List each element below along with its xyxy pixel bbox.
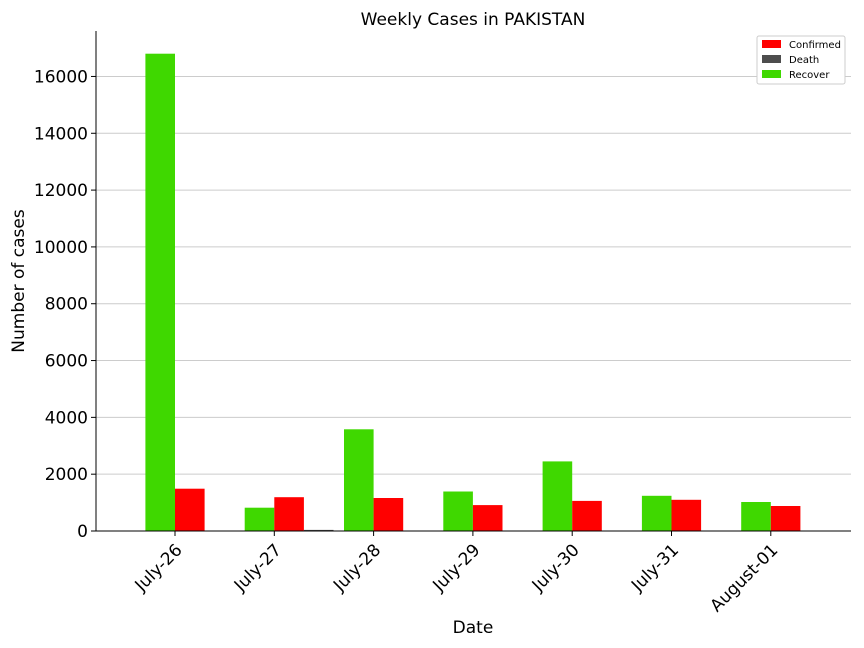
x-tick-label: July-27: [230, 540, 286, 596]
x-tick-label: July-30: [528, 540, 584, 596]
x-axis-label: Date: [453, 618, 494, 638]
bar-recover: [244, 507, 275, 531]
legend: Confirmed Death Recover: [756, 35, 846, 85]
bars: [145, 53, 801, 532]
y-tick-label: 12000: [34, 181, 88, 201]
bar-death: [303, 529, 334, 531]
chart-title: Weekly Cases in PAKISTAN: [361, 10, 586, 30]
y-tick-label: 8000: [45, 295, 88, 315]
y-tick-label: 16000: [34, 67, 88, 87]
legend-label: Death: [789, 55, 819, 66]
bar-recover: [145, 53, 175, 531]
bar-confirmed: [770, 506, 801, 531]
bar-confirmed: [175, 488, 205, 531]
gridlines: [96, 75, 851, 475]
legend-swatch: [762, 55, 781, 63]
x-tick-label: July-31: [627, 540, 683, 596]
y-axis-label: Number of cases: [9, 209, 29, 353]
legend-swatch: [762, 40, 781, 48]
bar-recover: [443, 491, 473, 531]
bar-confirmed: [274, 497, 304, 531]
bar-recover: [641, 495, 672, 531]
y-tick-label: 6000: [45, 352, 88, 372]
bar-confirmed: [671, 499, 702, 532]
x-ticks: July-26 July-27 July-28 July-29 July-30 July-…: [131, 531, 782, 616]
y-ticks: 0 2000 4000 6000 8000 10000 12000 14000 16000: [34, 67, 96, 542]
y-tick-label: 10000: [34, 238, 88, 258]
legend-label: Confirmed: [789, 40, 841, 51]
y-tick-label: 4000: [45, 408, 88, 428]
y-tick-label: 0: [77, 522, 88, 542]
x-tick-label: August-01: [706, 540, 782, 616]
legend-swatch: [762, 70, 781, 78]
bar-recover: [741, 502, 771, 531]
bar-confirmed: [572, 500, 602, 531]
x-tick-label: July-28: [329, 540, 385, 596]
y-tick-label: 2000: [45, 465, 88, 485]
bar-recover: [344, 429, 374, 531]
legend-label: Recover: [789, 70, 830, 81]
x-tick-label: July-26: [131, 540, 187, 596]
bar-confirmed: [373, 498, 404, 531]
y-tick-label: 14000: [34, 124, 88, 144]
x-tick-label: July-29: [429, 540, 485, 596]
bar-recover: [542, 461, 573, 531]
bar-confirmed: [472, 505, 503, 531]
